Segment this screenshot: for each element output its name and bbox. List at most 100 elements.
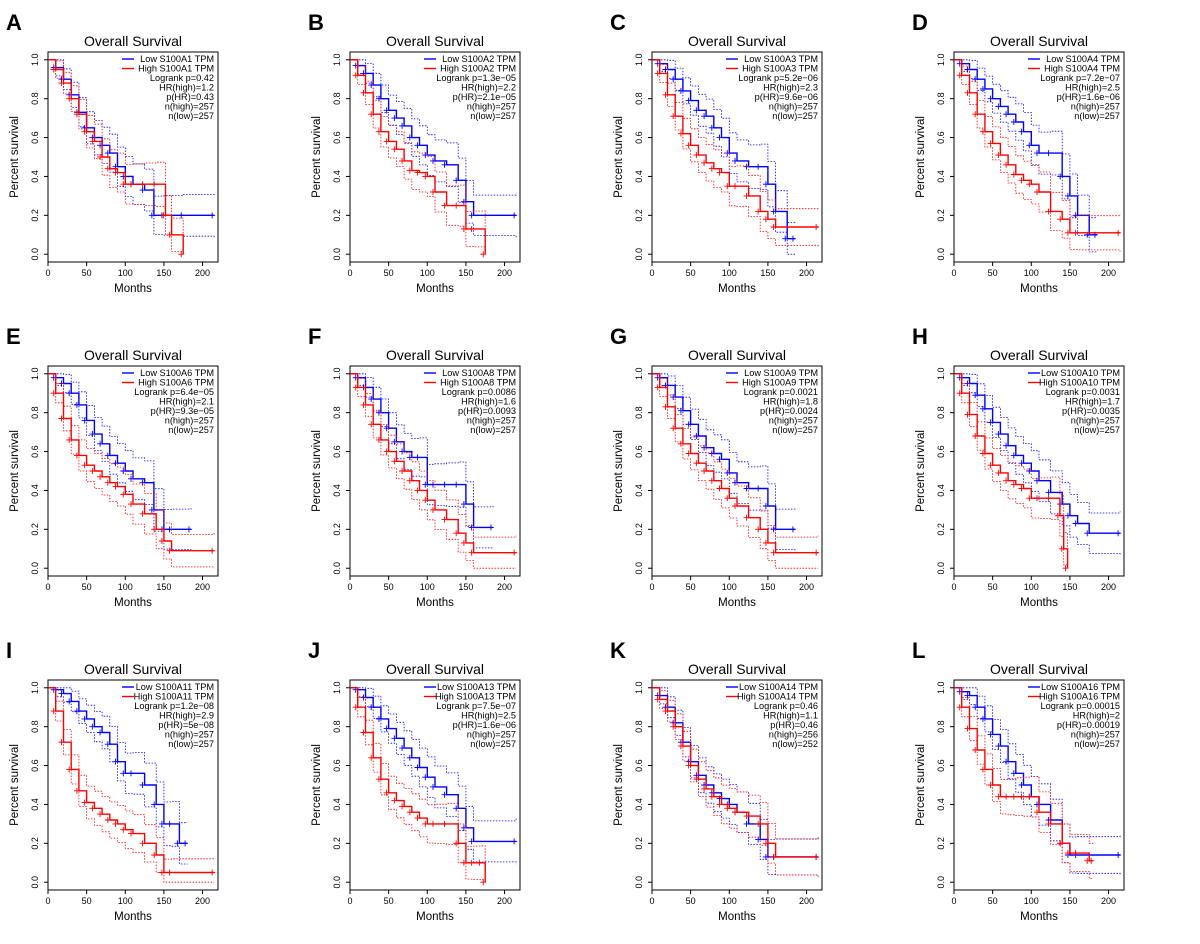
censor-mark-low [112, 460, 119, 467]
x-tick-label: 0 [347, 896, 352, 906]
survival-curve-low [350, 59, 517, 216]
stat-line: p(HR)=5e−08 [158, 720, 214, 730]
ci-upper-high [652, 59, 819, 210]
censor-mark-low [987, 731, 994, 738]
y-tick-label: 1.0 [936, 682, 946, 695]
x-tick-label: 200 [1101, 896, 1116, 906]
legend-entry: Low S100A8 TPM [442, 368, 516, 378]
censor-mark-low [73, 401, 80, 408]
stat-line: p(HR)=2.1e−05 [453, 92, 516, 102]
censor-mark-low [81, 417, 88, 424]
ci-lower-low [350, 687, 517, 865]
censor-mark-low [406, 134, 413, 141]
survival-curve-high [652, 687, 819, 858]
censor-mark-low [174, 840, 181, 847]
x-tick-label: 0 [951, 582, 956, 592]
censor-mark-low [789, 526, 796, 533]
censor-mark-low [139, 782, 146, 788]
censor-mark-low [468, 838, 475, 845]
censor-mark-high [1003, 477, 1010, 484]
censor-mark-high [89, 468, 96, 474]
censor-mark-high [97, 811, 104, 818]
ci-upper-low [652, 373, 796, 510]
x-axis-label: Months [718, 597, 756, 609]
ci-upper-high [48, 59, 184, 249]
legend-entry: High S100A6 TPM [138, 378, 214, 388]
x-axis-label: Months [114, 283, 152, 295]
censor-mark-high [453, 202, 460, 209]
x-axis-label: Months [416, 911, 454, 923]
censor-mark-high [399, 468, 406, 474]
stat-line: n(low)=257 [1074, 425, 1120, 435]
censor-mark-high [112, 483, 119, 490]
censor-mark-low [375, 715, 382, 722]
legend-entry: High S100A16 TPM [1039, 692, 1120, 702]
censor-mark-low [1057, 173, 1064, 180]
chart-title: Overall Survival [688, 347, 786, 363]
censor-mark-high [139, 181, 146, 188]
panel-letter: K [610, 638, 626, 663]
legend-entry: Low S100A13 TPM [437, 682, 516, 692]
censor-mark-high [58, 739, 65, 746]
censor-mark-high [755, 820, 762, 827]
censor-mark-high [460, 539, 467, 546]
legend-entry: High S100A13 TPM [435, 692, 516, 702]
censor-mark-high [166, 869, 173, 876]
x-tick-label: 200 [497, 582, 512, 592]
censor-mark-low [128, 770, 134, 777]
censor-mark-high [460, 225, 467, 232]
y-tick-label: 0.4 [30, 798, 40, 811]
censor-mark-high [813, 224, 820, 230]
stat-line: n(low)=257 [470, 111, 516, 121]
x-tick-label: 100 [1024, 268, 1039, 278]
censor-mark-low [406, 754, 413, 761]
censor-mark-high [97, 473, 104, 480]
ci-upper-low [652, 687, 819, 840]
censor-mark-high [662, 91, 669, 98]
chart-title: Overall Survival [688, 33, 786, 49]
y-axis-label: Percent survival [9, 744, 21, 826]
censor-mark-low [441, 791, 448, 798]
censor-mark-low [73, 708, 80, 715]
panel-letter: I [6, 638, 12, 663]
panel-letter: L [912, 638, 925, 663]
censor-mark-high [1010, 481, 1017, 488]
censor-mark-high [701, 785, 708, 792]
legend-entry: High S100A11 TPM [134, 692, 214, 702]
y-tick-label: 0.6 [30, 759, 40, 772]
y-tick-label: 0.8 [30, 406, 40, 419]
x-tick-label: 150 [156, 582, 171, 592]
plot-frame [47, 51, 219, 263]
censor-mark-high [399, 803, 406, 810]
censor-mark-low [166, 820, 173, 827]
censor-mark-low [995, 431, 1002, 438]
x-tick-label: 50 [384, 896, 394, 906]
censor-mark-high [708, 477, 715, 484]
x-tick-label: 200 [497, 896, 512, 906]
censor-mark-high [414, 815, 421, 822]
censor-mark-high [670, 113, 677, 120]
x-axis-label: Months [416, 597, 454, 609]
stat-line: n(high)=257 [467, 416, 516, 426]
x-tick-label: 50 [686, 268, 696, 278]
plot-frame [953, 679, 1125, 891]
x-tick-label: 200 [497, 268, 512, 278]
y-tick-label: 1.0 [634, 682, 644, 695]
stat-line: n(high)=257 [1071, 416, 1120, 426]
y-tick-label: 0.2 [30, 837, 40, 850]
chart-title: Overall Survival [688, 661, 786, 677]
censor-mark-high [120, 181, 127, 188]
ci-upper-high [954, 373, 1068, 563]
censor-mark-low [104, 150, 111, 157]
censor-mark-low [399, 122, 406, 129]
legend-entry: High S100A4 TPM [1044, 64, 1120, 74]
legend-entry: Low S100A9 TPM [744, 368, 818, 378]
x-tick-label: 50 [384, 582, 394, 592]
plot-frame [953, 51, 1125, 263]
censor-mark-low [708, 124, 715, 131]
stat-line: n(high)=257 [467, 730, 516, 740]
stat-line: p(HR)=9.3e−05 [151, 406, 214, 416]
censor-mark-high [468, 225, 475, 232]
censor-mark-high [693, 460, 700, 467]
y-tick-label: 0.6 [634, 131, 644, 144]
